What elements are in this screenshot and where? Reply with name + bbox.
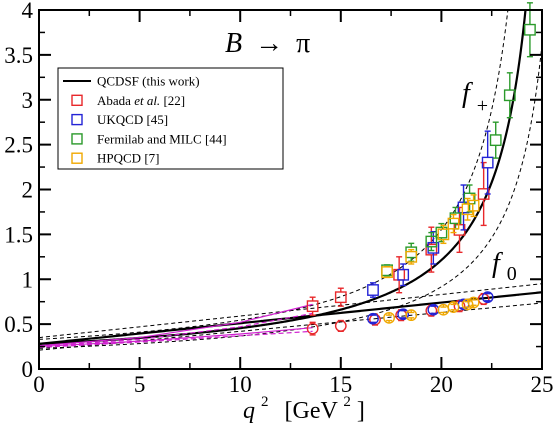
point-fzero-s1-0: [367, 312, 379, 325]
legend-label-1: Abada et al. [22]: [97, 93, 185, 108]
legend-square-swatch: [71, 133, 83, 145]
y-tick-label-1: 0.5: [4, 312, 33, 337]
point-fzero-s3-3: [447, 301, 460, 313]
legend-entry-1: Abada et al. [22]: [71, 93, 185, 108]
legend-label-3: Fermilab and MILC [44]: [97, 131, 227, 146]
legend-label-2: UKQCD [45]: [97, 112, 168, 127]
point-fzero-s3-4: [461, 298, 474, 311]
point-fzero-s3-0: [383, 311, 395, 324]
point-fplus-s3-1: [405, 248, 418, 265]
point-fplus-s1-0: [367, 282, 379, 298]
fplus-upper-band: [39, 10, 509, 340]
point-fplus-s2-7: [503, 72, 516, 119]
x-axis-title: q 2 [GeV 2 ]: [243, 386, 365, 424]
magenta-line-3: [39, 330, 313, 349]
x-tick-label-2: 10: [229, 372, 252, 397]
fplus-base: f: [462, 78, 473, 109]
fplus-sub: +: [477, 95, 488, 117]
magenta-line-2: [39, 327, 313, 348]
plot-frame: [38, 9, 543, 370]
point-fplus-s2-6: [489, 121, 502, 159]
x-axis-var-sup: 2: [261, 394, 269, 410]
point-fplus-s1-2: [427, 230, 440, 265]
point-fplus-s0-1: [334, 287, 347, 307]
legend-entry-4: HPQCD [7]: [71, 151, 159, 166]
process-lhs: B: [225, 28, 242, 59]
point-fplus-s3-4: [461, 197, 474, 221]
x-tick-label-0: 0: [33, 372, 45, 397]
y-tick-label-5: 2.5: [4, 133, 33, 158]
x-tick-label-1: 5: [134, 372, 146, 397]
point-fplus-s3-2: [437, 224, 450, 245]
point-fplus-s2-2: [425, 231, 438, 252]
legend: QCDSF (this work) Abada et al. [22] UKQCD …: [57, 67, 284, 170]
legend-square-swatch: [71, 152, 83, 164]
fplus-label: f +: [462, 78, 488, 117]
fzero-sub: 0: [507, 263, 517, 285]
legend-label-0: QCDSF (this work): [97, 74, 200, 89]
process-rhs: π: [296, 28, 310, 59]
process-arrow: →: [255, 28, 283, 59]
x-axis-unit-pre: [GeV: [285, 398, 339, 424]
point-fplus-s3-5: [467, 194, 480, 218]
y-tick-label-4: 2: [22, 178, 34, 203]
magenta-line-0: [39, 303, 313, 347]
x-tick-label-4: 20: [430, 372, 453, 397]
y-tick-label-7: 3.5: [4, 43, 33, 68]
y-tick-label-8: 4: [22, 0, 34, 23]
curves-layer: [39, 10, 542, 351]
point-fzero-s1-1: [397, 308, 410, 321]
y-tick-label-3: 1.5: [4, 222, 33, 247]
y-tick-label-2: 1: [22, 267, 34, 292]
fzero-base: f: [492, 248, 503, 279]
axis-ticks: 0 5 10 15 20 25 0 0.5 1 1.5 2 2.5 3 3.5 4: [4, 0, 553, 397]
point-fzero-s0-0: [306, 321, 319, 336]
y-tick-label-0: 0: [22, 357, 34, 382]
point-fplus-s3-0: [381, 265, 393, 279]
x-axis-var: q: [243, 398, 255, 424]
x-axis-unit-sup: 2: [343, 394, 351, 410]
legend-entry-2: UKQCD [45]: [71, 112, 168, 127]
point-fplus-s1-4: [481, 130, 494, 195]
point-fplus-s3-3: [447, 213, 460, 234]
point-fplus-s0-0: [306, 296, 319, 316]
legend-box: [57, 67, 284, 170]
data-points-layer: [306, 2, 536, 336]
legend-label-4: HPQCD [7]: [97, 151, 159, 166]
point-fplus-s2-8: [524, 2, 536, 58]
legend-entry-0: QCDSF (this work): [63, 74, 200, 89]
annotations: B → π f + f 0: [225, 28, 517, 285]
legend-square-swatch: [71, 94, 83, 107]
legend-square-swatch: [71, 113, 83, 126]
point-fplus-s1-1: [397, 263, 410, 287]
point-fplus-s2-1: [405, 242, 418, 262]
x-axis-unit-post: ]: [357, 398, 365, 424]
point-fzero-s3-5: [467, 296, 480, 309]
x-tick-label-5: 25: [531, 372, 554, 397]
y-tick-label-6: 3: [22, 88, 34, 113]
fzero-label: f 0: [492, 248, 517, 285]
legend-entry-3: Fermilab and MILC [44]: [71, 131, 227, 146]
magenta-line-1: [39, 312, 313, 348]
point-fzero-s3-2: [437, 303, 450, 316]
process-label: B → π: [225, 28, 310, 59]
point-fplus-s0-5: [477, 161, 490, 227]
x-tick-label-3: 15: [329, 372, 352, 397]
fzero-upper-band: [39, 283, 542, 339]
point-fzero-s3-1: [405, 309, 418, 322]
point-fzero-s0-1: [334, 319, 347, 333]
point-fzero-s1-4: [481, 291, 494, 304]
